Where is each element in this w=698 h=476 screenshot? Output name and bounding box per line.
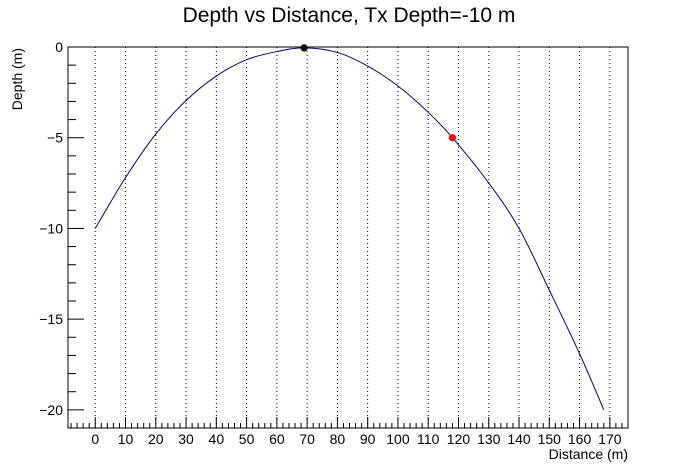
y-axis: 0 −5 −10 −15 −20 — [39, 39, 84, 429]
x-tick-label: 50 — [239, 431, 255, 447]
x-tick-label: 130 — [477, 431, 501, 447]
x-tick-label: 90 — [360, 431, 376, 447]
x-tick-label: 0 — [91, 431, 99, 447]
x-tick-label: 170 — [598, 431, 622, 447]
x-tick-label: 100 — [386, 431, 410, 447]
x-tick-label: 10 — [118, 431, 134, 447]
x-tick-label: 80 — [330, 431, 346, 447]
x-tick-label: 60 — [269, 431, 285, 447]
x-tick-label: 30 — [178, 431, 194, 447]
x-tick-label: 70 — [299, 431, 315, 447]
data-marker — [448, 134, 457, 142]
series-line — [94, 47, 605, 411]
x-axis-label: Distance (m) — [549, 446, 628, 462]
x-axis: 0 10 20 30 40 50 60 70 80 90 100 110 120 130 140 150 160… — [70, 417, 629, 447]
x-tick-label: 20 — [148, 431, 164, 447]
y-axis-label: Depth (m) — [9, 48, 25, 110]
y-tick-label: −15 — [39, 311, 63, 327]
x-tick-label: 40 — [209, 431, 225, 447]
x-tick-label: 160 — [568, 431, 592, 447]
data-marker — [300, 44, 308, 52]
marker-layer — [300, 44, 457, 142]
y-tick-label: −5 — [47, 130, 63, 146]
chart-title: Depth vs Distance, Tx Depth=-10 m — [183, 4, 516, 27]
y-tick-label: −20 — [39, 402, 63, 418]
x-tick-label: 140 — [507, 431, 531, 447]
x-tick-label: 150 — [538, 431, 562, 447]
y-tick-label: 0 — [55, 39, 63, 55]
y-tick-label: −10 — [39, 220, 63, 236]
series-layer — [94, 47, 605, 411]
x-tick-label: 110 — [417, 431, 440, 447]
x-tick-label: 120 — [447, 431, 471, 447]
plot-frame — [67, 46, 629, 429]
grid-lines — [94, 47, 611, 428]
